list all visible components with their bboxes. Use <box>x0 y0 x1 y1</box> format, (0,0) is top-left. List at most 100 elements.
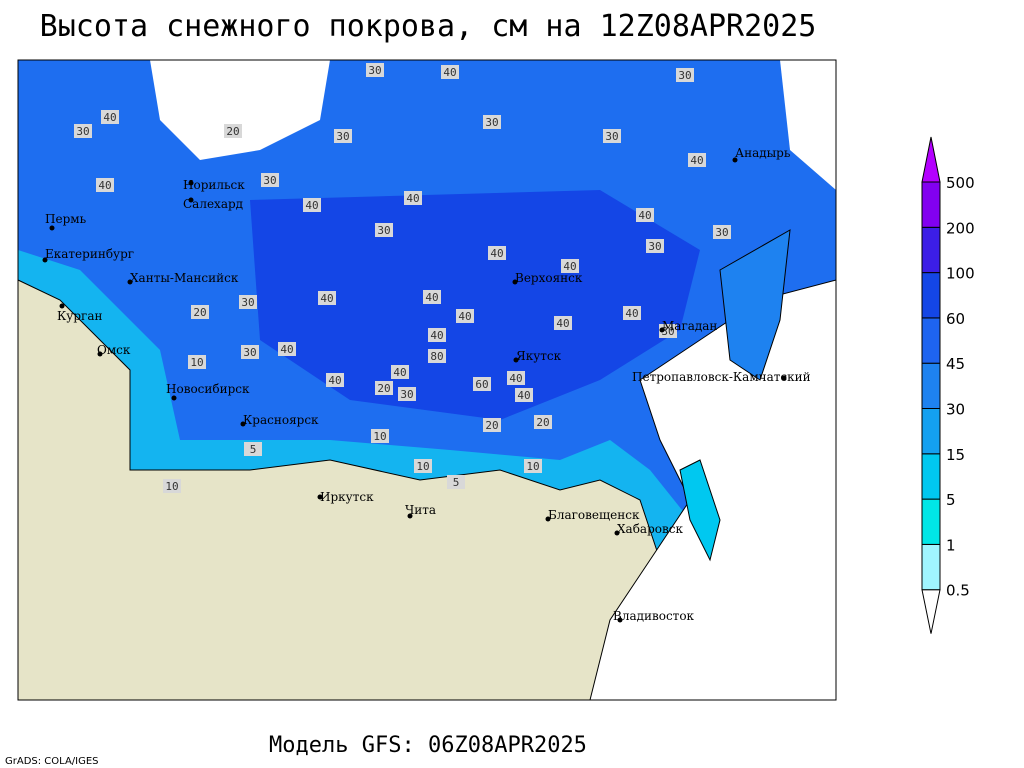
contour-label: 30 <box>400 388 413 401</box>
colorbar-box <box>921 408 941 455</box>
contour-label: 20 <box>485 419 498 432</box>
contour-label-box <box>224 124 242 138</box>
contour-label: 10 <box>190 356 203 369</box>
contour-label: 20 <box>226 125 239 138</box>
contour-label: 60 <box>475 378 488 391</box>
colorbar-box <box>921 362 941 410</box>
city-dot <box>127 279 133 285</box>
contour-label: 10 <box>416 460 429 473</box>
city-name: Норильск <box>183 178 245 192</box>
contour-label: 40 <box>103 111 116 124</box>
contour-label-box <box>371 429 389 443</box>
city-name: Магадан <box>662 319 717 333</box>
contour-label-box <box>483 418 501 432</box>
city-name: Иркутск <box>320 490 374 504</box>
contour-label-box <box>507 371 525 385</box>
city-dot <box>317 494 323 500</box>
bering-sea <box>780 60 836 190</box>
contour-label: 40 <box>406 192 419 205</box>
city-dot <box>512 279 518 285</box>
contour-label: 40 <box>625 307 638 320</box>
colorbar-label: 100 <box>946 265 975 283</box>
contour-label: 40 <box>638 209 651 222</box>
contour-label: 40 <box>556 317 569 330</box>
contour-label-box <box>447 475 465 489</box>
contour-label: 30 <box>661 325 674 338</box>
city-name: Пермь <box>45 212 87 226</box>
sakhalin <box>679 459 721 562</box>
contour-label: 40 <box>430 329 443 342</box>
city-name: Омск <box>97 343 131 357</box>
contour-label-box <box>688 153 706 167</box>
contour-label-box <box>603 129 621 143</box>
contour-label: 10 <box>165 480 178 493</box>
city-dot <box>781 375 787 381</box>
colorbar-high <box>921 136 941 183</box>
contour-label-box <box>398 387 416 401</box>
contour-label: 40 <box>490 247 503 260</box>
contour-label-box <box>101 110 119 124</box>
city-name: Благовещенск <box>548 508 640 522</box>
contour-label-box <box>326 373 344 387</box>
colorbar-label: 500 <box>946 174 975 192</box>
contour-label-box <box>623 306 641 320</box>
contour-label-box <box>428 349 446 363</box>
contour-label-box <box>261 173 279 187</box>
contour-label: 40 <box>690 154 703 167</box>
credit: GrADS: COLA/IGES <box>5 756 99 767</box>
contour-label: 30 <box>377 224 390 237</box>
city-dot <box>188 180 194 186</box>
kamchatka <box>719 229 791 381</box>
city-dot <box>171 395 177 401</box>
city-name: Якутск <box>516 349 562 363</box>
contour-label-box <box>488 246 506 260</box>
contour-label-box <box>659 324 677 338</box>
colorbar-label: 60 <box>946 310 965 328</box>
deep-snow <box>250 190 700 420</box>
city-name: Курган <box>57 309 102 323</box>
city-dot <box>545 516 551 522</box>
contour-label-box <box>441 65 459 79</box>
contour-label-box <box>239 295 257 309</box>
contour-label: 40 <box>443 66 456 79</box>
city-dot <box>240 421 246 427</box>
contour-label: 40 <box>320 292 333 305</box>
contour-label-box <box>303 198 321 212</box>
contour-label-box <box>713 225 731 239</box>
model-caption: Модель GFS: 06Z08APR2025 <box>269 733 587 758</box>
colorbar-box <box>921 498 941 545</box>
colorbar-box <box>921 181 941 228</box>
contour-label-box <box>636 208 654 222</box>
city-name: Верхоянск <box>515 271 583 285</box>
contour-label: 10 <box>373 430 386 443</box>
contour-label-box <box>646 239 664 253</box>
contour-label: 40 <box>98 179 111 192</box>
contour-label-box <box>428 328 446 342</box>
contour-label-box <box>188 355 206 369</box>
contour-label: 40 <box>305 199 318 212</box>
colorbar-label: 45 <box>946 355 965 373</box>
city-dot <box>188 197 194 203</box>
contour-label-box <box>524 459 542 473</box>
city-dot <box>407 513 413 519</box>
contour-label-box <box>318 291 336 305</box>
contour-label: 30 <box>76 125 89 138</box>
colorbar-label: 200 <box>946 219 975 237</box>
contour-label-box <box>278 342 296 356</box>
city-dot <box>614 530 620 536</box>
contour-label: 40 <box>563 260 576 273</box>
colorbar-label: 5 <box>946 491 956 509</box>
contour-label-box <box>483 115 501 129</box>
contour-label: 80 <box>430 350 443 363</box>
contour-label-box <box>334 129 352 143</box>
city-name: Петропавловск-Камчатский <box>632 370 811 384</box>
contour-label: 30 <box>648 240 661 253</box>
contour-label-box <box>96 178 114 192</box>
contour-label-box <box>163 479 181 493</box>
contour-label-box <box>561 259 579 273</box>
city-name: Анадырь <box>735 146 791 160</box>
contour-label: 30 <box>263 174 276 187</box>
contour-label-box <box>534 415 552 429</box>
city-dot <box>659 327 665 333</box>
